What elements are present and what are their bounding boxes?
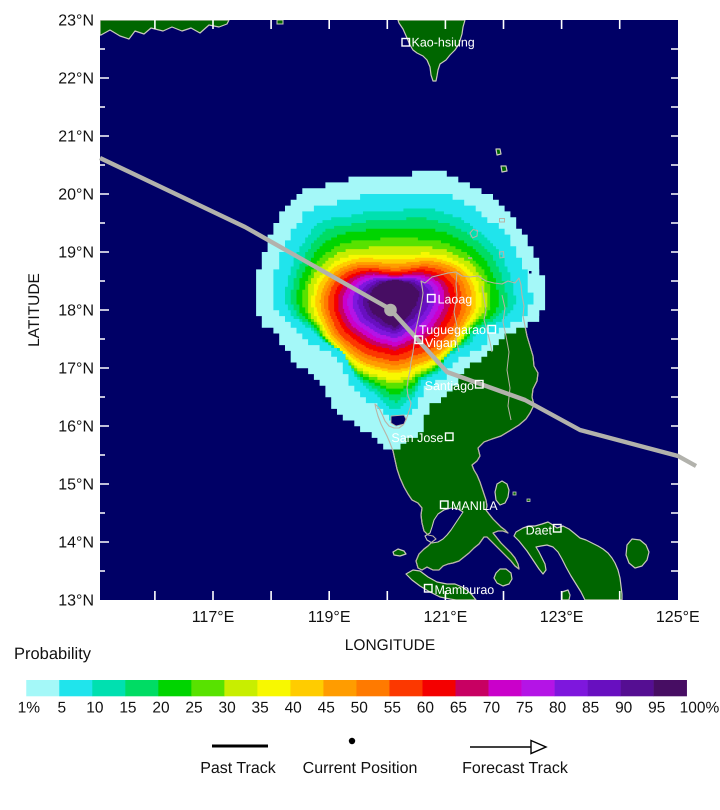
svg-text:Current Position: Current Position xyxy=(303,760,418,777)
svg-text:119°E: 119°E xyxy=(308,609,351,626)
svg-text:1%: 1% xyxy=(18,700,41,717)
svg-text:65: 65 xyxy=(450,700,467,717)
svg-text:100%: 100% xyxy=(680,700,720,717)
svg-text:75: 75 xyxy=(516,700,533,717)
svg-text:30: 30 xyxy=(218,700,236,717)
svg-text:125°E: 125°E xyxy=(656,609,700,626)
svg-text:Laoag: Laoag xyxy=(438,293,473,307)
svg-text:Daet: Daet xyxy=(526,524,553,538)
svg-text:90: 90 xyxy=(615,700,633,717)
svg-text:19°N: 19°N xyxy=(58,245,94,262)
svg-text:20: 20 xyxy=(152,700,170,717)
svg-text:Vigan: Vigan xyxy=(425,336,457,350)
svg-text:21°N: 21°N xyxy=(58,129,94,146)
svg-text:117°E: 117°E xyxy=(192,609,235,626)
svg-text:60: 60 xyxy=(417,700,435,717)
svg-text:16°N: 16°N xyxy=(58,419,94,436)
svg-text:121°E: 121°E xyxy=(424,609,468,626)
svg-text:San Jose: San Jose xyxy=(391,431,443,445)
svg-text:Kao-hsiung: Kao-hsiung xyxy=(412,36,475,50)
svg-text:80: 80 xyxy=(549,700,567,717)
svg-text:50: 50 xyxy=(351,700,369,717)
svg-text:13°N: 13°N xyxy=(58,593,94,610)
svg-text:85: 85 xyxy=(582,700,599,717)
svg-text:25: 25 xyxy=(185,700,202,717)
svg-text:15: 15 xyxy=(119,700,136,717)
svg-text:LATITUDE: LATITUDE xyxy=(26,273,43,347)
svg-text:40: 40 xyxy=(285,700,303,717)
svg-text:123°E: 123°E xyxy=(540,609,584,626)
svg-text:Santiago: Santiago xyxy=(425,379,474,393)
svg-text:70: 70 xyxy=(483,700,501,717)
svg-text:14°N: 14°N xyxy=(58,535,94,552)
svg-text:18°N: 18°N xyxy=(58,303,94,320)
svg-text:Tuguegarao: Tuguegarao xyxy=(419,323,486,337)
svg-text:95: 95 xyxy=(648,700,665,717)
svg-text:10: 10 xyxy=(86,700,104,717)
svg-text:Probability: Probability xyxy=(14,645,92,663)
svg-text:45: 45 xyxy=(318,700,335,717)
svg-text:Past Track: Past Track xyxy=(200,760,277,777)
svg-text:Forecast Track: Forecast Track xyxy=(462,760,569,777)
svg-text:MANILA: MANILA xyxy=(451,499,498,513)
svg-text:15°N: 15°N xyxy=(58,477,94,494)
svg-text:LONGITUDE: LONGITUDE xyxy=(345,637,435,654)
svg-text:22°N: 22°N xyxy=(58,71,94,88)
svg-text:35: 35 xyxy=(252,700,269,717)
svg-text:20°N: 20°N xyxy=(58,187,94,204)
svg-text:5: 5 xyxy=(58,700,67,717)
svg-text:23°N: 23°N xyxy=(58,13,94,30)
svg-text:Mamburao: Mamburao xyxy=(435,583,495,597)
svg-text:55: 55 xyxy=(384,700,401,717)
svg-text:17°N: 17°N xyxy=(58,361,94,378)
